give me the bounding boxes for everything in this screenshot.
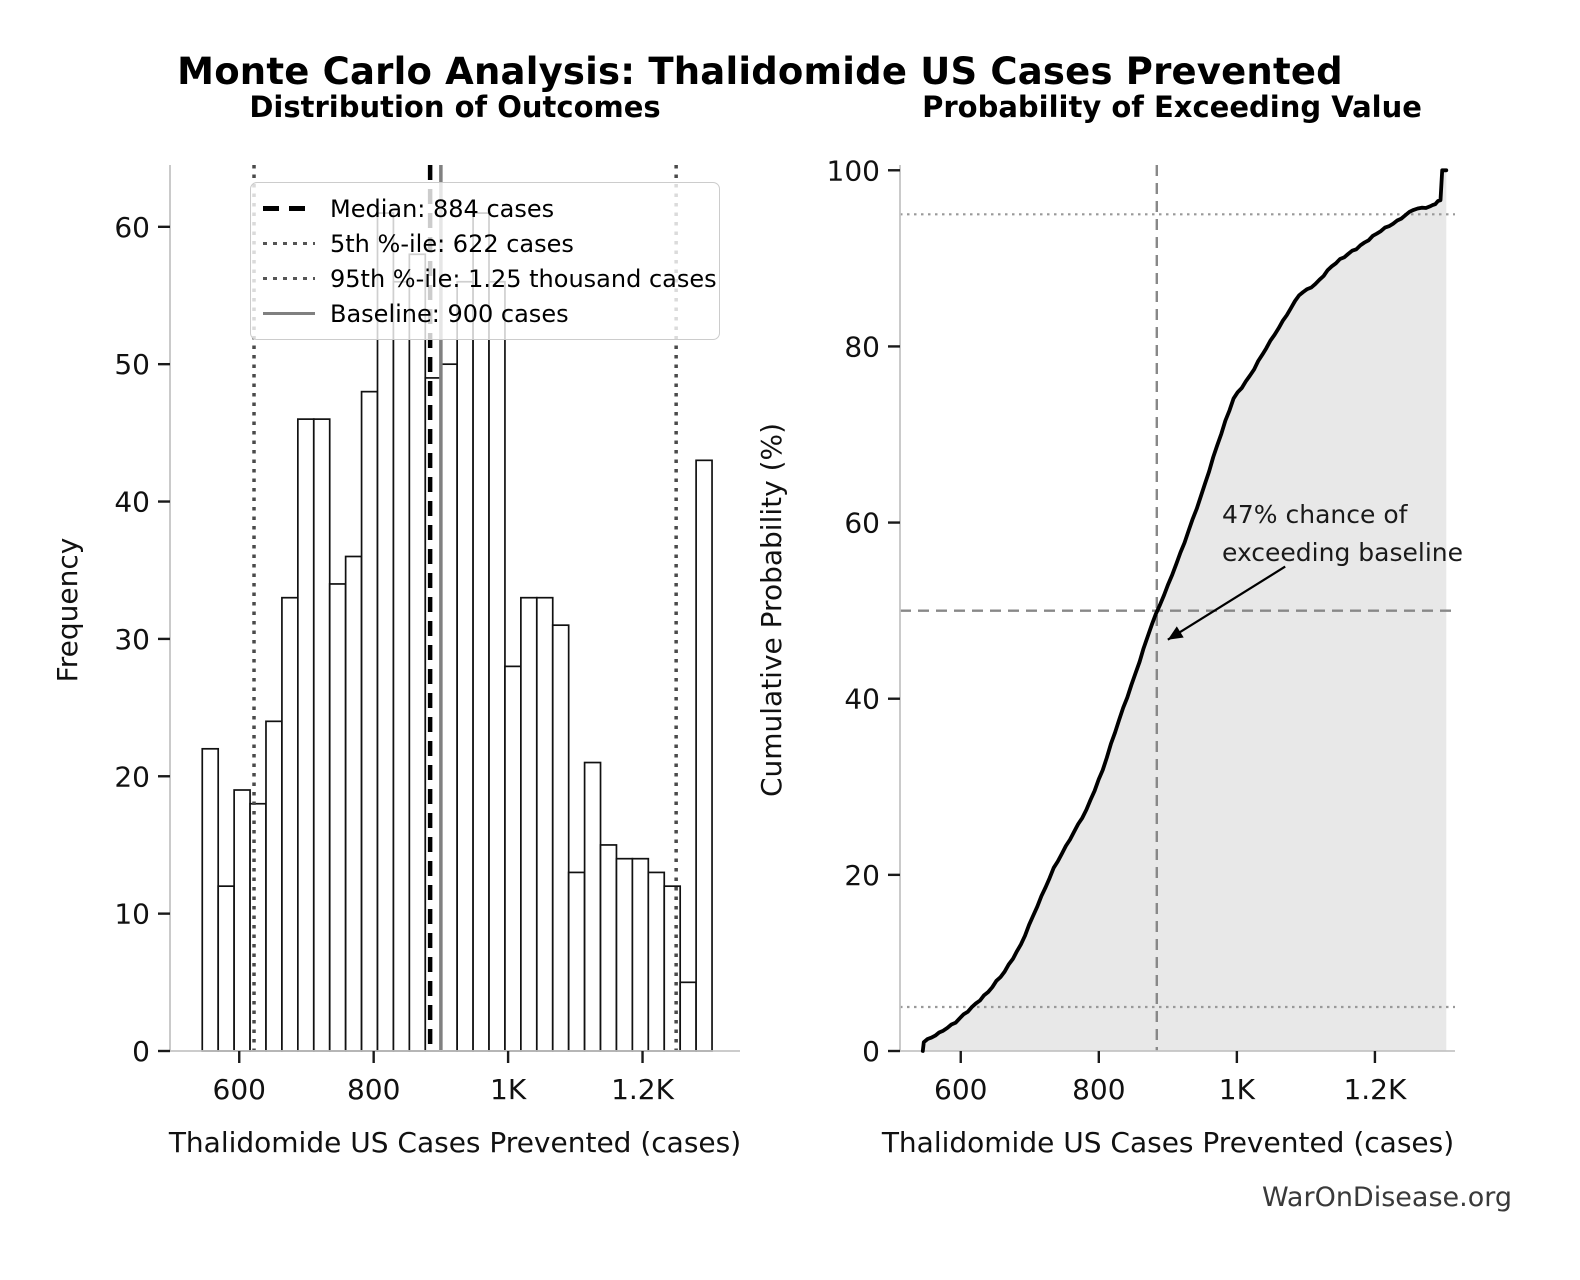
svg-text:600: 600 [934,1073,987,1106]
svg-text:60: 60 [844,507,880,540]
svg-text:1K: 1K [1219,1073,1256,1106]
svg-text:1.2K: 1.2K [611,1073,675,1106]
histogram-title: Distribution of Outcomes [249,90,661,124]
solid-line-icon [263,312,315,315]
svg-text:20: 20 [114,760,150,793]
legend-item-95th-percentile: 95th %-ile: 1.25 thousand cases [263,261,717,296]
cdf-title: Probability of Exceeding Value [922,90,1422,124]
svg-text:800: 800 [347,1073,400,1106]
svg-text:800: 800 [1072,1073,1125,1106]
svg-text:100: 100 [827,154,880,187]
legend-item-5th-percentile: 5th %-ile: 622 cases [263,226,709,261]
dotted-line-icon [263,276,315,281]
legend-item-baseline: Baseline: 900 cases [263,296,709,331]
watermark: WarOnDisease.org [1261,1182,1512,1213]
cdf-x-axis-label: Thalidomide US Cases Prevented (cases) [881,1126,1455,1159]
legend-item-label: 95th %-ile: 1.25 thousand cases [330,264,717,293]
legend-item-label: Baseline: 900 cases [330,299,569,328]
svg-text:60: 60 [114,211,150,244]
svg-text:10: 10 [114,898,150,931]
cdf-annotation: 47% chance of exceeding baseline [1222,496,1463,572]
svg-text:40: 40 [114,486,150,519]
svg-text:50: 50 [114,348,150,381]
cdf-y-axis-label: Cumulative Probability (%) [755,422,788,798]
annotation-line-2: exceeding baseline [1222,538,1463,567]
legend-item-label: Median: 884 cases [330,194,555,223]
legend-item-median: Median: 884 cases [263,191,709,226]
svg-text:30: 30 [114,623,150,656]
histogram-legend: Median: 884 cases 5th %-ile: 622 cases 9… [250,182,720,340]
figure-title: Monte Carlo Analysis: Thalidomide US Cas… [177,50,1343,93]
histogram-x-axis-label: Thalidomide US Cases Prevented (cases) [168,1126,742,1159]
legend-item-label: 5th %-ile: 622 cases [330,229,574,258]
svg-text:600: 600 [213,1073,266,1106]
svg-text:80: 80 [844,330,880,363]
dotted-line-icon [263,241,315,246]
svg-text:20: 20 [844,859,880,892]
histogram-y-axis-label: Frequency [51,537,84,683]
svg-text:0: 0 [862,1035,880,1068]
svg-text:1.2K: 1.2K [1343,1073,1407,1106]
svg-text:0: 0 [132,1035,150,1068]
svg-text:40: 40 [844,683,880,716]
dashed-line-icon [263,206,315,211]
svg-text:1K: 1K [490,1073,527,1106]
annotation-line-1: 47% chance of [1222,500,1408,529]
